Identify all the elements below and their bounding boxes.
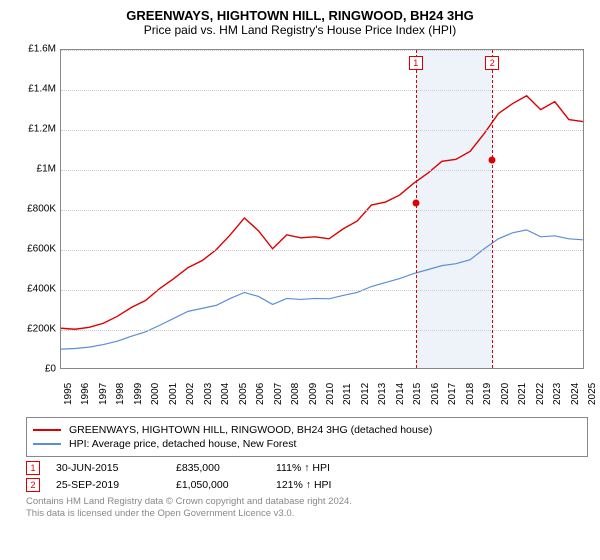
transaction-guideline: [416, 50, 417, 368]
transaction-guideline: [492, 50, 493, 368]
legend-row: HPI: Average price, detached house, New …: [33, 438, 581, 450]
x-axis-label: 2005: [238, 383, 242, 405]
legend-swatch: [33, 443, 61, 445]
y-axis-label: £200K: [12, 324, 56, 335]
x-axis-label: 2006: [255, 383, 259, 405]
x-axis-label: 2023: [552, 383, 556, 405]
x-axis-label: 2001: [168, 383, 172, 405]
transaction-num-box: 1: [26, 461, 40, 475]
x-axis-label: 2017: [447, 383, 451, 405]
x-axis-label: 1999: [133, 383, 137, 405]
transaction-table: 1 30-JUN-2015£835,000111% ↑ HPI 2 25-SEP-20…: [26, 461, 588, 492]
gridline-h: [61, 170, 583, 171]
y-axis-label: £600K: [12, 244, 56, 255]
gridline-h: [61, 50, 583, 51]
x-axis-label: 2015: [412, 383, 416, 405]
gridline-h: [61, 130, 583, 131]
x-axis-label: 2003: [203, 383, 207, 405]
chart-subtitle: Price paid vs. HM Land Registry's House …: [6, 23, 594, 37]
transaction-marker-1: 1: [409, 56, 423, 70]
x-axis-label: 2022: [535, 383, 539, 405]
chart-title: GREENWAYS, HIGHTOWN HILL, RINGWOOD, BH24…: [6, 8, 594, 23]
y-axis-label: £0: [12, 364, 56, 375]
x-axis-label: 2009: [308, 383, 312, 405]
x-axis-label: 2014: [395, 383, 399, 405]
gridline-h: [61, 210, 583, 211]
x-axis-label: 2016: [430, 383, 434, 405]
y-axis-label: £400K: [12, 284, 56, 295]
x-axis-label: 2024: [570, 383, 574, 405]
transaction-date: 25-SEP-2019: [56, 479, 176, 491]
x-axis-label: 2013: [377, 383, 381, 405]
x-axis-label: 2025: [587, 383, 591, 405]
x-axis-label: 1998: [115, 383, 119, 405]
x-axis-label: 2010: [325, 383, 329, 405]
legend: GREENWAYS, HIGHTOWN HILL, RINGWOOD, BH24…: [26, 417, 588, 457]
gridline-h: [61, 250, 583, 251]
x-axis-label: 2011: [342, 383, 346, 405]
legend-swatch: [33, 429, 61, 431]
x-axis-label: 1997: [98, 383, 102, 405]
x-axis-label: 2021: [517, 383, 521, 405]
transaction-marker-2: 2: [485, 56, 499, 70]
gridline-h: [61, 330, 583, 331]
transaction-row: 1 30-JUN-2015£835,000111% ↑ HPI: [26, 461, 588, 475]
x-axis-label: 2004: [220, 383, 224, 405]
footer-line2: This data is licensed under the Open Gov…: [26, 508, 588, 520]
plot-region: 12: [60, 49, 584, 369]
transaction-price: £1,050,000: [176, 479, 276, 491]
transaction-pct: 121% ↑ HPI: [276, 479, 366, 491]
transaction-dot: [489, 157, 496, 164]
legend-label: GREENWAYS, HIGHTOWN HILL, RINGWOOD, BH24…: [69, 424, 432, 436]
x-axis-label: 2002: [185, 383, 189, 405]
gridline-h: [61, 90, 583, 91]
transaction-row: 2 25-SEP-2019£1,050,000121% ↑ HPI: [26, 478, 588, 492]
x-axis-label: 2018: [465, 383, 469, 405]
y-axis-label: £1M: [12, 164, 56, 175]
x-axis-label: 2007: [273, 383, 277, 405]
y-axis-label: £1.2M: [12, 124, 56, 135]
x-axis-label: 2000: [150, 383, 154, 405]
footer-line1: Contains HM Land Registry data © Crown c…: [26, 496, 588, 508]
transaction-dot: [412, 200, 419, 207]
x-axis-label: 2012: [360, 383, 364, 405]
transaction-num-box: 2: [26, 478, 40, 492]
chart-area: £0 £200K £400K £600K £800K £1M £1.2M £1.4M £1.6M…: [12, 43, 592, 413]
transaction-price: £835,000: [176, 462, 276, 474]
footer-attribution: Contains HM Land Registry data © Crown c…: [26, 496, 588, 521]
x-axis-label: 2008: [290, 383, 294, 405]
y-axis-label: £1.4M: [12, 84, 56, 95]
x-axis-label: 1996: [80, 383, 84, 405]
legend-label: HPI: Average price, detached house, New …: [69, 438, 296, 450]
y-axis-label: £1.6M: [12, 44, 56, 55]
y-axis-label: £800K: [12, 204, 56, 215]
transaction-date: 30-JUN-2015: [56, 462, 176, 474]
x-axis-label: 2019: [482, 383, 486, 405]
legend-row: GREENWAYS, HIGHTOWN HILL, RINGWOOD, BH24…: [33, 424, 581, 436]
x-axis-label: 2020: [500, 383, 504, 405]
gridline-h: [61, 290, 583, 291]
x-axis-label: 1995: [63, 383, 67, 405]
transaction-pct: 111% ↑ HPI: [276, 462, 366, 474]
